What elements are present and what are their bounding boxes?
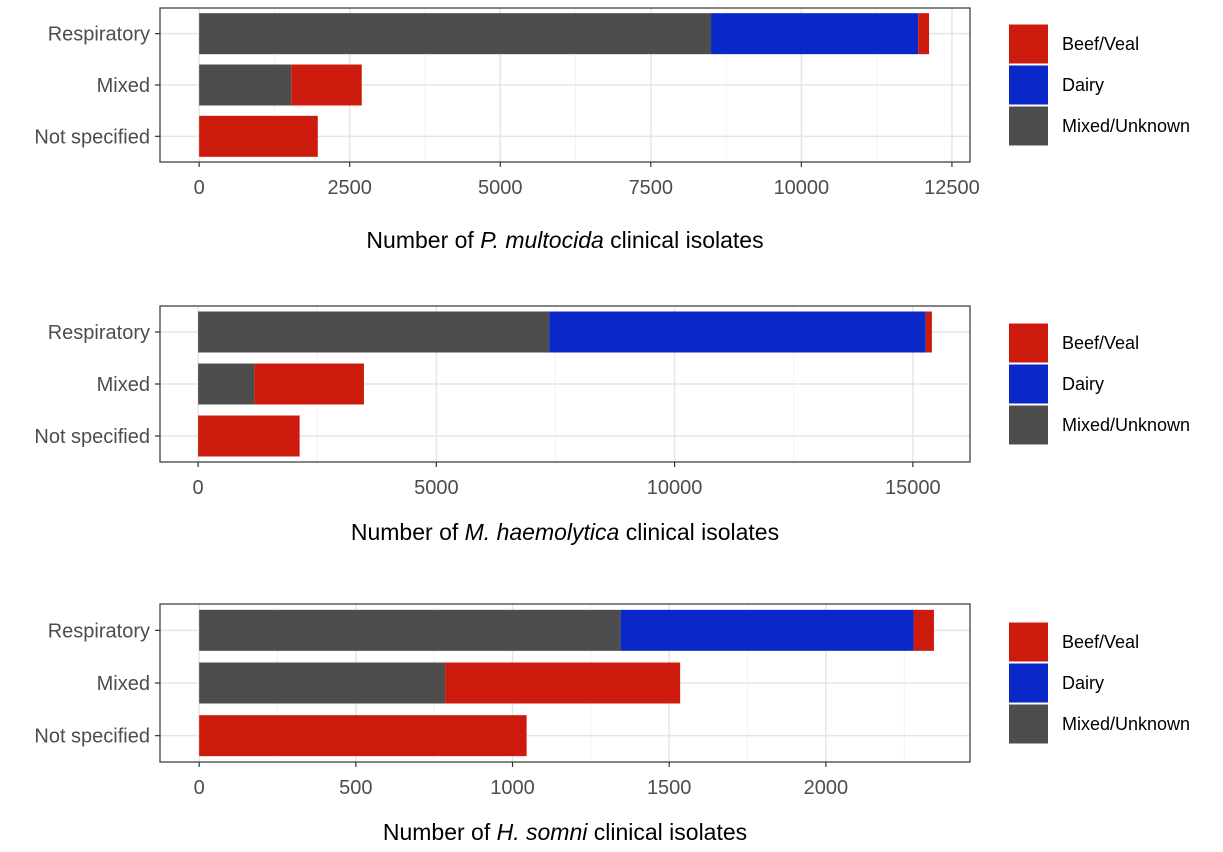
- legend-label-beef-veal: Beef/Veal: [1062, 34, 1139, 54]
- legend-label-beef-veal: Beef/Veal: [1062, 632, 1139, 652]
- legend-key-mixed-unknown: [1009, 405, 1048, 445]
- axis-title-species: H. somni: [497, 819, 589, 845]
- x-axis-title: Number of P. multocida clinical isolates: [366, 227, 763, 253]
- bar-mixed-unknown-mixed: [198, 363, 255, 405]
- y-tick-label: Not specified: [34, 426, 150, 448]
- bar-beef-veal-respiratory: [925, 311, 932, 353]
- axis-title-suffix: clinical isolates: [587, 819, 747, 845]
- bar-mixed-unknown-mixed: [199, 64, 292, 106]
- legend-label-dairy: Dairy: [1062, 374, 1104, 394]
- bar-beef-veal-not-specified: [199, 115, 318, 157]
- axis-title-prefix: Number of: [351, 519, 465, 545]
- legend-key-beef-veal: [1009, 323, 1048, 363]
- x-tick-label: 1000: [490, 777, 535, 799]
- legend-key-dairy: [1009, 65, 1048, 105]
- legend: Beef/Veal Dairy Mixed/Unknown: [1009, 323, 1190, 445]
- x-tick-label: 1500: [647, 777, 692, 799]
- axis-title-prefix: Number of: [366, 227, 480, 253]
- legend-key-beef-veal: [1009, 24, 1048, 64]
- y-tick-label: Respiratory: [48, 620, 150, 642]
- bar-beef-veal-not-specified: [199, 715, 527, 757]
- y-tick-label: Mixed: [97, 374, 150, 396]
- bar-beef-veal-respiratory: [913, 609, 934, 651]
- bar-mixed-unknown-respiratory: [198, 311, 550, 353]
- x-tick-label: 0: [193, 477, 204, 499]
- axis-title-suffix: clinical isolates: [619, 519, 779, 545]
- x-tick-label: 10000: [774, 177, 830, 199]
- legend-key-beef-veal: [1009, 622, 1048, 662]
- legend-label-dairy: Dairy: [1062, 673, 1104, 693]
- legend-key-dairy: [1009, 364, 1048, 404]
- x-tick-label: 12500: [924, 177, 980, 199]
- bar-mixed-unknown-respiratory: [199, 13, 712, 55]
- bar-dairy-respiratory: [549, 311, 926, 353]
- x-tick-label: 2500: [327, 177, 372, 199]
- x-axis-title: Number of M. haemolytica clinical isolat…: [351, 519, 779, 545]
- legend-label-beef-veal: Beef/Veal: [1062, 333, 1139, 353]
- y-tick-label: Mixed: [97, 673, 150, 695]
- x-tick-label: 15000: [885, 477, 941, 499]
- y-tick-label: Not specified: [34, 126, 150, 148]
- chart-panel-2: Respiratory Mixed Not specified 0 5000 10000 1…: [34, 305, 1190, 545]
- axis-title-prefix: Number of: [383, 819, 497, 845]
- legend-key-mixed-unknown: [1009, 106, 1048, 146]
- x-tick-label: 10000: [647, 477, 703, 499]
- x-tick-label: 5000: [478, 177, 523, 199]
- legend-key-mixed-unknown: [1009, 704, 1048, 744]
- legend-label-mixed-unknown: Mixed/Unknown: [1062, 415, 1190, 435]
- x-tick-label: 5000: [414, 477, 459, 499]
- axis-title-suffix: clinical isolates: [604, 227, 764, 253]
- bar-beef-veal-mixed: [291, 64, 362, 106]
- x-tick-label: 7500: [629, 177, 674, 199]
- legend-key-dairy: [1009, 663, 1048, 703]
- bar-beef-veal-not-specified: [198, 415, 300, 457]
- legend-label-mixed-unknown: Mixed/Unknown: [1062, 714, 1190, 734]
- bar-dairy-respiratory: [620, 609, 914, 651]
- y-tick-label: Mixed: [97, 75, 150, 97]
- x-axis-title: Number of H. somni clinical isolates: [383, 819, 747, 845]
- x-tick-label: 2000: [804, 777, 849, 799]
- bar-dairy-respiratory: [711, 13, 919, 55]
- x-tick-label: 0: [194, 177, 205, 199]
- bar-beef-veal-respiratory: [918, 13, 930, 55]
- y-tick-label: Respiratory: [48, 24, 150, 46]
- chart-panel-3: Respiratory Mixed Not specified 0 500 1000 150…: [34, 603, 1190, 845]
- axis-title-species: M. haemolytica: [465, 519, 620, 545]
- bar-mixed-unknown-respiratory: [199, 609, 621, 651]
- legend-label-dairy: Dairy: [1062, 75, 1104, 95]
- legend-label-mixed-unknown: Mixed/Unknown: [1062, 116, 1190, 136]
- legend: Beef/Veal Dairy Mixed/Unknown: [1009, 622, 1190, 744]
- legend: Beef/Veal Dairy Mixed/Unknown: [1009, 24, 1190, 146]
- chart-panel-1: Respiratory Mixed Not specified 0 2500 5000 75…: [34, 7, 1190, 253]
- axis-title-species: P. multocida: [480, 227, 604, 253]
- x-tick-label: 500: [339, 777, 372, 799]
- x-tick-label: 0: [194, 777, 205, 799]
- y-tick-label: Respiratory: [48, 322, 150, 344]
- bar-beef-veal-mixed: [254, 363, 364, 405]
- y-tick-label: Not specified: [34, 726, 150, 748]
- bar-beef-veal-mixed: [445, 662, 681, 704]
- bar-mixed-unknown-mixed: [199, 662, 446, 704]
